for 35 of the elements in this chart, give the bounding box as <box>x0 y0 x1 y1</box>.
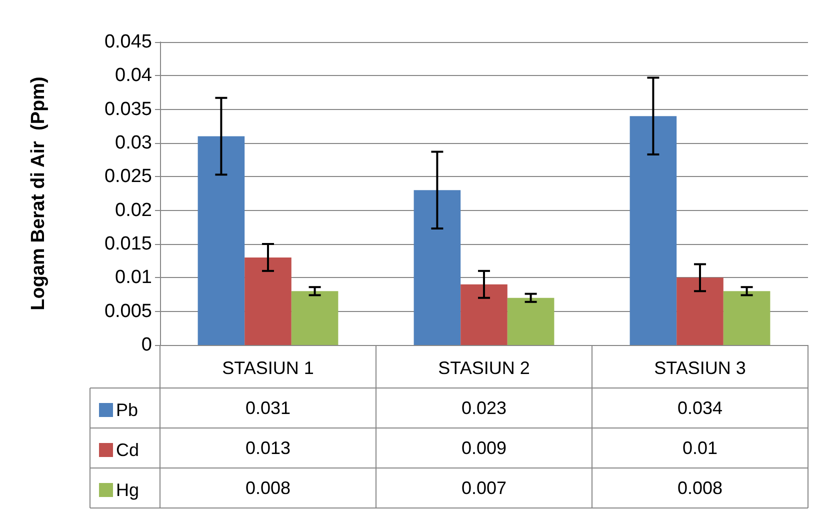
legend-label: Pb <box>116 400 138 420</box>
data-label: 0.008 <box>245 478 291 498</box>
y-tick-label: 0.02 <box>115 200 152 221</box>
bar <box>244 257 292 345</box>
data-label: 0.01 <box>682 438 718 458</box>
bar <box>198 136 245 345</box>
y-axis-title: Logam Berat di Air (Ppm) <box>28 76 49 310</box>
data-label: 0.007 <box>461 478 507 498</box>
bar <box>676 278 724 345</box>
y-tick-label: 0.005 <box>104 300 152 322</box>
bar <box>414 190 461 345</box>
y-tick-label: 0 <box>141 334 152 356</box>
data-label: 0.023 <box>461 398 507 418</box>
bar <box>630 116 677 345</box>
bar <box>291 291 338 345</box>
y-tick-label: 0.045 <box>104 32 152 52</box>
legend-label: Hg <box>116 480 140 500</box>
data-label: 0.009 <box>461 438 507 458</box>
x-tick-label: STASIUN 1 <box>222 358 314 378</box>
data-label: 0.013 <box>245 438 291 458</box>
data-label: 0.031 <box>245 398 291 418</box>
x-tick-label: STASIUN 2 <box>438 358 530 378</box>
bar <box>460 284 508 345</box>
y-tick-label: 0.04 <box>115 65 152 86</box>
legend-label: Cd <box>116 440 140 460</box>
y-tick-label: 0.03 <box>115 132 152 154</box>
data-label: 0.008 <box>677 478 723 498</box>
y-tick-label: 0.035 <box>104 98 152 120</box>
bar <box>507 298 554 345</box>
bar <box>723 291 770 345</box>
y-tick-label: 0.01 <box>115 267 152 288</box>
x-tick-label: STASIUN 3 <box>654 358 746 378</box>
y-tick-label: 0.015 <box>104 234 152 254</box>
y-tick-label: 0.025 <box>104 166 152 188</box>
data-label: 0.034 <box>677 398 723 418</box>
